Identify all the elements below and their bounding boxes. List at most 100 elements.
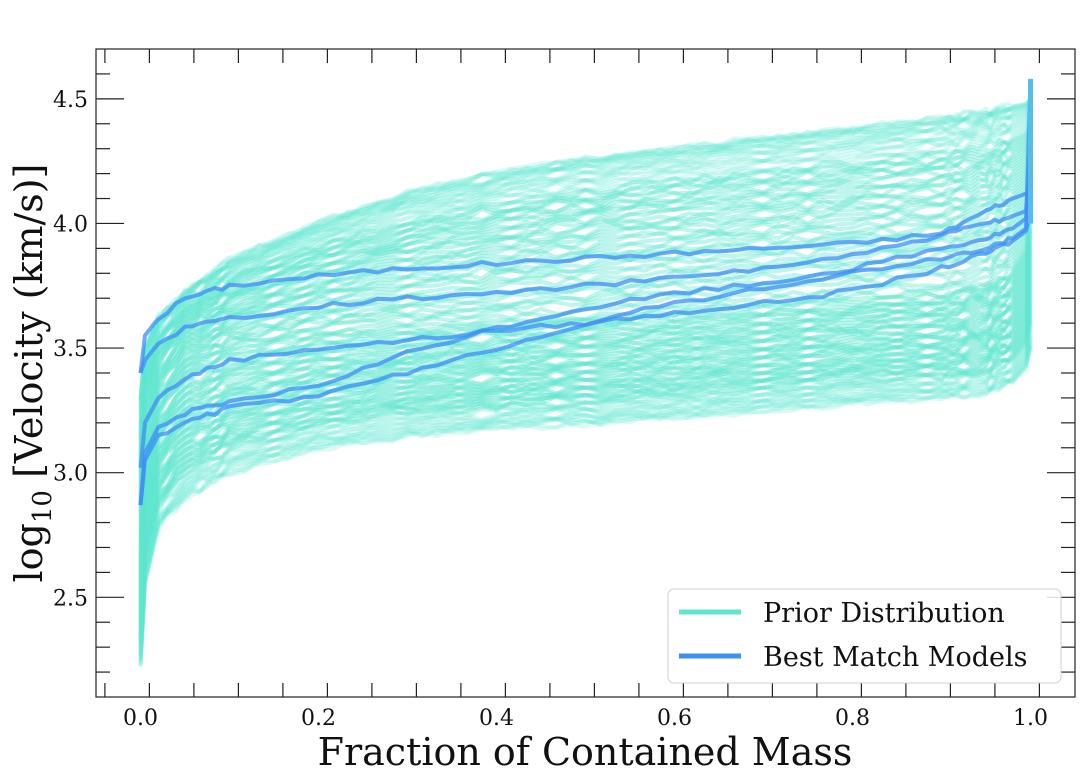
prior-curve	[138, 331, 1033, 652]
legend-label-best: Best Match Models	[763, 642, 1027, 673]
prior-curve	[138, 265, 1033, 589]
prior-curve	[138, 98, 1033, 399]
prior-curve	[138, 305, 1033, 628]
prior-curve	[138, 226, 1033, 552]
prior-curve	[138, 192, 1033, 512]
prior-curve	[138, 279, 1033, 602]
prior-curve	[138, 108, 1033, 412]
legend-box	[667, 588, 1062, 684]
prior-curve	[138, 236, 1033, 561]
prior-curve	[138, 98, 1033, 400]
prior-curve	[138, 234, 1033, 559]
prior-curve	[138, 288, 1033, 611]
prior-curve	[138, 286, 1033, 609]
prior-curve	[138, 256, 1033, 580]
prior-curve	[138, 297, 1033, 619]
prior-curve	[138, 103, 1033, 406]
prior-curve	[138, 314, 1033, 635]
prior-curve	[138, 309, 1033, 631]
best-match-curve	[138, 148, 1033, 374]
prior-curve	[138, 214, 1033, 538]
prior-curve	[138, 113, 1033, 417]
y-tick-label: 3.0	[53, 462, 88, 487]
prior-curve	[138, 241, 1033, 566]
prior-curve	[138, 316, 1033, 637]
prior-curve	[138, 144, 1033, 454]
prior-curve	[138, 295, 1033, 617]
prior-curve	[138, 246, 1033, 571]
y-tick-labels: 2.5 3.0 3.5 4.0 4.5	[53, 88, 88, 611]
y-axis-label: log10 [Velocity (km/s)]	[7, 164, 58, 583]
prior-curve	[138, 329, 1033, 650]
prior-curve	[138, 159, 1033, 472]
prior-curve	[138, 137, 1033, 446]
best-match-curve	[138, 78, 1033, 506]
y-axis-label-log: log	[7, 523, 51, 582]
prior-distribution-curves	[138, 97, 1033, 668]
prior-curve	[138, 307, 1033, 630]
prior-curve	[138, 205, 1033, 527]
prior-curve	[138, 346, 1033, 667]
prior-curve	[138, 320, 1033, 641]
x-tick-label: 0.6	[657, 706, 692, 731]
prior-curve	[138, 100, 1033, 402]
prior-curve	[138, 102, 1033, 405]
prior-curve	[138, 342, 1033, 663]
prior-curve	[138, 146, 1033, 457]
prior-curve	[138, 301, 1033, 623]
prior-curve	[138, 299, 1033, 621]
y-tick-label: 4.0	[53, 212, 88, 237]
prior-curve	[138, 325, 1033, 647]
prior-curve	[138, 161, 1033, 475]
prior-curve	[138, 121, 1033, 427]
prior-curve	[138, 270, 1033, 593]
prior-curve	[138, 321, 1033, 643]
prior-curve	[138, 258, 1033, 582]
y-tick-label: 4.5	[53, 88, 88, 113]
prior-curve	[138, 107, 1033, 410]
prior-curve	[138, 292, 1033, 615]
best-match-curves	[138, 78, 1033, 506]
prior-curve	[138, 249, 1033, 573]
axis-ticks	[96, 49, 1075, 697]
prior-curve	[138, 281, 1033, 604]
legend-label-prior: Prior Distribution	[763, 598, 1005, 629]
prior-curve	[138, 312, 1033, 633]
prior-curve	[138, 125, 1033, 431]
prior-curve	[138, 345, 1033, 666]
x-tick-label: 0.8	[835, 706, 870, 731]
prior-curve	[138, 208, 1033, 530]
prior-curve	[138, 119, 1033, 425]
prior-curve	[138, 178, 1033, 494]
prior-curve	[138, 149, 1033, 460]
x-tick-label: 0.2	[301, 706, 336, 731]
prior-curve	[138, 284, 1033, 607]
x-tick-label: 1.0	[1013, 706, 1048, 731]
prior-curve	[138, 97, 1033, 399]
prior-curve	[138, 244, 1033, 568]
prior-curve	[138, 327, 1033, 648]
prior-curve	[138, 239, 1033, 564]
x-tick-labels: 0.0 0.2 0.4 0.6 0.8 1.0	[123, 706, 1048, 731]
prior-curve	[138, 142, 1033, 451]
prior-curve	[138, 344, 1033, 664]
prior-curve	[138, 104, 1033, 407]
prior-curve	[138, 156, 1033, 469]
prior-curve	[138, 251, 1033, 575]
prior-curve	[138, 336, 1033, 657]
prior-curve	[138, 263, 1033, 587]
prior-curve	[138, 106, 1033, 409]
prior-curve	[138, 151, 1033, 463]
prior-curve	[138, 135, 1033, 443]
prior-curve	[138, 290, 1033, 613]
prior-curve	[138, 339, 1033, 660]
prior-curve	[138, 114, 1033, 419]
prior-curve	[138, 99, 1033, 401]
prior-curve	[138, 101, 1033, 403]
y-axis-label-rest: [Velocity (km/s)]	[7, 164, 51, 490]
prior-curve	[138, 303, 1033, 625]
prior-curve	[138, 123, 1033, 429]
prior-curve	[138, 347, 1033, 668]
prior-curve	[138, 154, 1033, 466]
prior-curve	[138, 341, 1033, 662]
